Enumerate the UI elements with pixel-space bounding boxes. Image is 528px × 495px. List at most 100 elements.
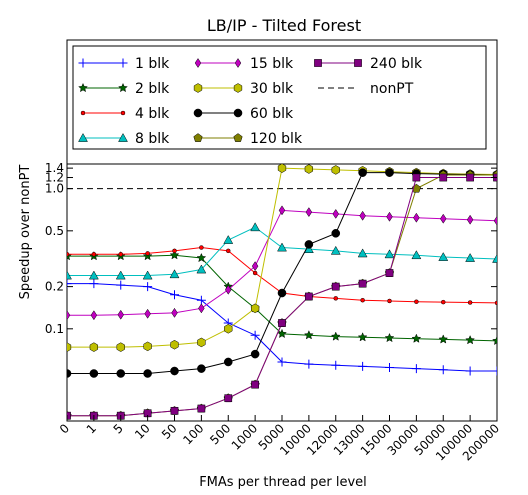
legend-item: 120 blk: [193, 131, 303, 147]
legend-box: [72, 45, 487, 150]
data-point: [223, 234, 234, 244]
data-point: [412, 173, 421, 182]
series-line: [67, 254, 497, 342]
data-point: [414, 299, 419, 304]
data-point: [67, 310, 71, 321]
data-point: [305, 207, 313, 218]
legend-marker: [78, 58, 88, 68]
legend-item: 4 blk: [80, 106, 170, 122]
legend-marker: [80, 110, 86, 116]
data-point: [171, 307, 178, 318]
data-point: [331, 360, 341, 370]
legend-marker: [118, 132, 128, 142]
series-1-blk: [67, 279, 497, 376]
data-point: [251, 261, 259, 272]
legend-marker: [194, 58, 202, 68]
data-point: [332, 208, 339, 219]
data-point: [466, 173, 474, 182]
data-point: [438, 252, 449, 261]
data-point: [277, 328, 287, 339]
legend: 1 blk 2 blk 4 blk 8 blk 15 blk 30 blk 60 blk 12…: [72, 45, 487, 150]
x-axis-label: FMAs per thread per level: [199, 475, 367, 490]
data-point: [67, 369, 72, 378]
data-point: [331, 282, 340, 291]
data-point: [467, 300, 473, 305]
data-point: [170, 339, 179, 350]
legend-marker: [233, 108, 243, 118]
legend-item: 30 blk: [193, 81, 294, 97]
data-point: [90, 310, 98, 321]
data-point: [67, 279, 72, 289]
legend-label: 1 blk: [135, 56, 170, 72]
legend-marker: [233, 83, 243, 93]
data-point: [330, 245, 341, 255]
data-point: [386, 211, 393, 222]
legend-marker: [314, 59, 322, 67]
data-point: [277, 242, 287, 252]
data-point: [331, 229, 341, 238]
legend-marker: [193, 108, 203, 118]
data-point: [169, 269, 180, 279]
legend-label: 30 blk: [250, 81, 294, 97]
legend-marker: [118, 58, 128, 68]
data-point: [197, 404, 206, 413]
legend-item: 8 blk: [78, 131, 170, 147]
data-point: [225, 284, 232, 295]
data-point: [250, 349, 260, 359]
data-point: [250, 222, 261, 232]
legend-marker: [193, 133, 203, 142]
data-point: [143, 282, 153, 292]
data-point: [224, 394, 233, 403]
legend-item: 2 blk: [78, 81, 170, 97]
x-tick-label: 100: [180, 421, 206, 447]
data-point: [89, 369, 99, 378]
data-point: [438, 365, 448, 375]
series-layer: [67, 163, 497, 420]
x-axis: 0 1 5 10 50 100 500100050001000012000130001500…: [57, 415, 502, 464]
data-point: [115, 270, 126, 280]
data-point: [333, 296, 338, 301]
legend-marker: [118, 82, 128, 93]
data-point: [465, 335, 476, 345]
data-point: [224, 324, 233, 334]
series-line: [67, 226, 497, 277]
legend-marker: [233, 133, 243, 142]
series-15-blk: [67, 205, 497, 321]
data-point: [169, 250, 180, 260]
data-point: [223, 357, 233, 367]
data-point: [493, 215, 497, 226]
data-point: [358, 279, 367, 288]
data-point: [116, 369, 126, 378]
data-point: [277, 163, 287, 173]
legend-item: nonPT: [318, 81, 414, 97]
data-point: [441, 299, 446, 305]
legend-marker: [78, 132, 88, 142]
y-axis-label: Speedup over nonPT: [18, 165, 33, 300]
x-tick-label: 10: [132, 421, 153, 442]
data-point: [304, 359, 314, 369]
data-point: [91, 252, 97, 257]
x-tick-label: 0: [57, 421, 72, 436]
legend-label: 120 blk: [250, 131, 303, 147]
data-point: [226, 248, 231, 254]
data-point: [438, 334, 449, 344]
data-point: [143, 369, 152, 378]
data-point: [250, 303, 260, 314]
data-point: [67, 270, 72, 280]
data-point: [358, 361, 368, 371]
legend-item: 1 blk: [78, 56, 170, 72]
series-line: [67, 209, 497, 316]
data-point: [492, 253, 497, 263]
data-point: [494, 300, 497, 306]
y-tick-label: 0.2: [45, 280, 64, 294]
data-point: [358, 168, 367, 177]
x-tick-label: 5: [111, 421, 126, 436]
data-point: [142, 250, 153, 261]
legend-item: 60 blk: [193, 106, 294, 122]
data-point: [411, 333, 422, 343]
data-point: [197, 364, 206, 373]
data-point: [198, 303, 205, 314]
data-point: [411, 364, 421, 374]
y-tick-label: 1.2: [45, 171, 64, 185]
data-point: [411, 250, 422, 260]
